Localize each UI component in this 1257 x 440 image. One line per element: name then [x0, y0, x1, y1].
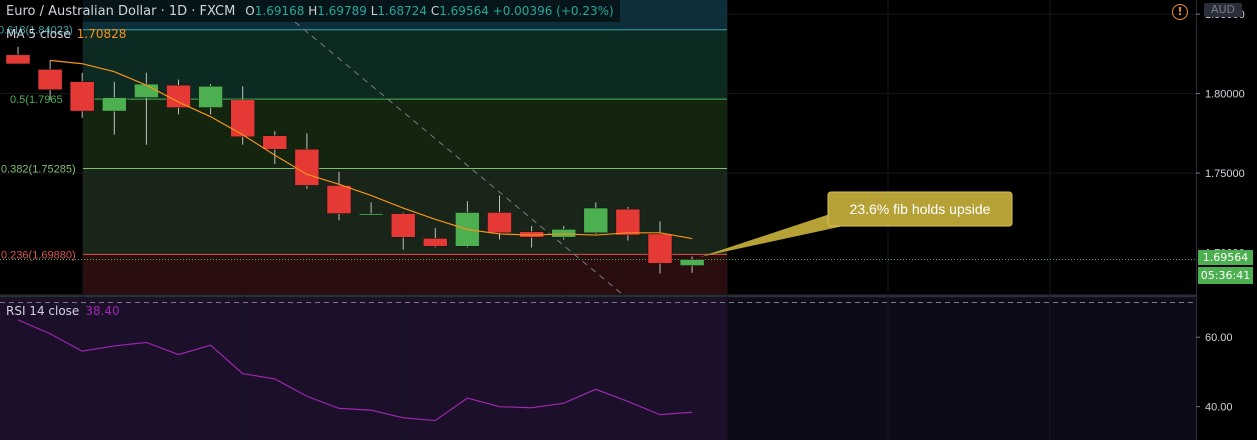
- candle: [423, 238, 448, 247]
- fib-label-05: 0.5(1.7965: [10, 94, 63, 106]
- candle: [5, 54, 31, 65]
- symbol-title[interactable]: Euro / Australian Dollar · 1D · FXCM: [6, 3, 236, 19]
- close-value: 1.69564: [439, 4, 489, 18]
- ma-legend-value: 1.70828: [76, 27, 127, 41]
- candle: [358, 213, 384, 216]
- trend-line: [294, 21, 623, 295]
- fib-zone-05: [83, 99, 727, 169]
- currency-badge[interactable]: AUD: [1204, 3, 1242, 17]
- callout-box[interactable]: [827, 191, 1013, 227]
- change-value: +0.00396 (+0.23%): [492, 4, 614, 18]
- fib-label-0382: 0.382(1.75285): [1, 164, 76, 176]
- alert-icon[interactable]: !: [1172, 4, 1188, 20]
- rsi-legend-label: RSI 14 close: [6, 304, 80, 318]
- fib-label-0236: 0.236(1.69880): [1, 249, 76, 261]
- last-price-tag: 1.69564: [1198, 250, 1253, 265]
- high-value: 1.69789: [317, 4, 367, 18]
- rsi-tick-label: 40.00: [1205, 402, 1233, 414]
- rsi-tick-label: 60.00: [1205, 332, 1233, 344]
- high-label: H: [308, 4, 318, 18]
- candle: [487, 212, 512, 234]
- fib-zone-0236: [83, 254, 727, 294]
- price-tick-label: 1.80000: [1205, 89, 1245, 101]
- low-value: 1.68724: [377, 4, 427, 18]
- ma-legend-label: MA 5 close: [6, 27, 71, 41]
- callout-pointer: [700, 214, 862, 257]
- candle: [262, 135, 288, 150]
- low-label: L: [370, 4, 378, 18]
- candle: [230, 99, 255, 138]
- candle: [102, 97, 127, 112]
- candle: [134, 83, 159, 98]
- open-label: O: [245, 4, 255, 18]
- candle: [583, 207, 609, 234]
- candle: [37, 69, 63, 90]
- candle: [198, 86, 223, 108]
- bar-countdown: 05:36:41: [1198, 267, 1253, 284]
- rsi-band-fill: [0, 298, 727, 440]
- candle: [390, 213, 416, 238]
- ma-line: [50, 59, 693, 240]
- candle: [615, 208, 641, 236]
- price-tick-label: 1.75000: [1205, 168, 1245, 180]
- annotation-text: 23.6% fib holds upside: [850, 201, 991, 217]
- rsi-line: [17, 319, 693, 422]
- candle: [551, 229, 576, 238]
- fib-label-0618: 0.618(1.84023): [0, 25, 73, 37]
- close-label: C: [430, 4, 440, 18]
- candle: [647, 233, 673, 264]
- candle: [294, 148, 320, 186]
- candle: [69, 81, 95, 112]
- candle: [166, 84, 191, 108]
- ohlc-readout: O1.69168 H1.69789 L1.68724 C1.69564 +0.0…: [245, 4, 613, 18]
- rsi-legend-value: 38.40: [85, 304, 120, 318]
- rsi-legend[interactable]: RSI 14 close 38.40: [6, 304, 120, 318]
- ma-legend[interactable]: MA 5 close 1.70828: [6, 27, 126, 41]
- symbol-header[interactable]: Euro / Australian Dollar · 1D · FXCM O1.…: [0, 0, 620, 22]
- candle: [326, 185, 352, 214]
- candle: [679, 259, 705, 266]
- open-value: 1.69168: [254, 4, 305, 18]
